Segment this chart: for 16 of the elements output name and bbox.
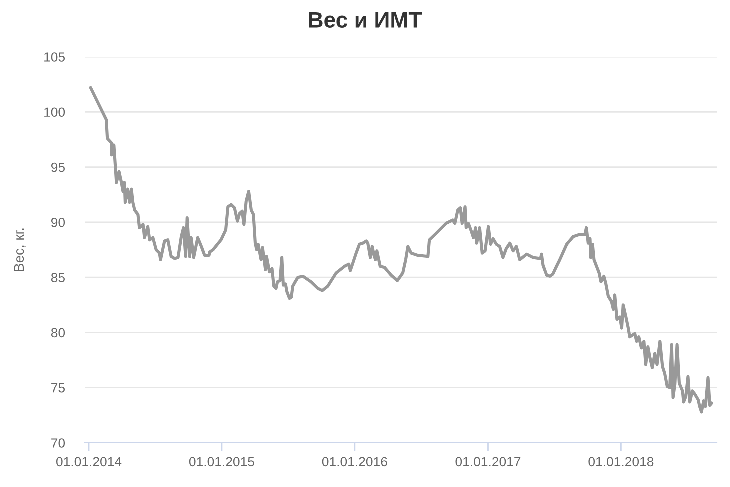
chart-title: Вес и ИМТ	[309, 12, 422, 28]
line-series	[89, 86, 714, 414]
y-tick-label: 95	[52, 162, 66, 172]
y-tick-label: 85	[51, 273, 66, 282]
x-tick-label: 01.01.2018	[588, 457, 654, 467]
y-axis-title: Вес, кг.	[14, 228, 26, 272]
x-tick-label: 01.01.2015	[189, 457, 254, 467]
y-tick-label: 105	[44, 52, 66, 62]
x-tick-label: 01.01.2017	[456, 457, 521, 467]
y-tick-label: 100	[44, 108, 66, 118]
y-tick-label: 75	[52, 384, 66, 393]
x-tick-label: 01.01.2016	[322, 457, 388, 467]
y-tick-label: 70	[52, 438, 66, 448]
y-tick-label: 90	[52, 218, 66, 228]
x-tick-label: 01.01.2014	[56, 457, 122, 467]
y-tick-label: 80	[51, 328, 66, 338]
